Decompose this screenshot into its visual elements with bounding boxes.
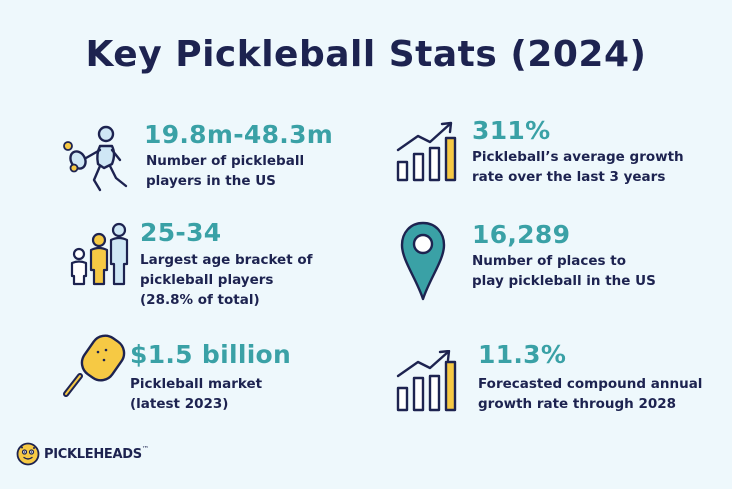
stat-desc-line: Number of pickleball [146,153,305,169]
stat-desc-line: Largest age bracket of [140,252,313,268]
stat-growth: 311% Pickleball’s average growth rate ov… [394,116,724,196]
pickleball-paddle-icon [63,334,126,397]
stat-desc-line: pickleball players [140,272,274,288]
stat-desc-line: Pickleball market [130,376,263,392]
stat-desc-line: Forecasted compound annual [478,376,703,392]
stat-places: 16,289 Number of places to play pickleba… [398,220,718,310]
stat-age: 25-34 Largest age bracket of pickleball … [68,218,388,318]
stat-desc-line: growth rate through 2028 [478,396,677,412]
brand-trademark: ™ [141,445,149,453]
stat-desc-line: Number of places to [472,253,627,269]
stat-desc-line: (28.8% of total) [140,292,260,308]
stat-value: 16,289 [472,220,571,249]
stat-value: 25-34 [140,218,222,247]
stat-value: 19.8m-48.3m [144,120,334,149]
stat-players: 19.8m-48.3m Number of pickleball players… [60,118,380,198]
stat-forecast: 11.3% Forecasted compound annual growth … [394,340,724,420]
people-group-icon [70,222,129,286]
stat-market: $1.5 billion Pickleball market (latest 2… [60,334,380,416]
brand-logo: PICKLEHEADS ™ [16,441,149,467]
player-swinging-paddle-icon [63,125,128,192]
stat-value: $1.5 billion [130,340,292,369]
stat-value: 11.3% [478,340,567,369]
stat-value: 311% [472,116,551,145]
brand-name: PICKLEHEADS [44,446,142,462]
pickleheads-mascot-icon [16,442,40,466]
page-title: Key Pickleball Stats (2024) [85,34,647,75]
forecast-bar-chart-icon [396,350,457,412]
stat-desc-line: rate over the last 3 years [472,169,666,185]
map-pin-icon [400,221,446,301]
stat-desc-line: players in the US [146,173,276,189]
growth-bar-chart-icon [396,121,457,182]
stat-desc-line: play pickleball in the US [472,273,656,289]
stat-desc-line: Pickleball’s average growth [472,149,684,165]
stat-desc-line: (latest 2023) [130,396,229,412]
